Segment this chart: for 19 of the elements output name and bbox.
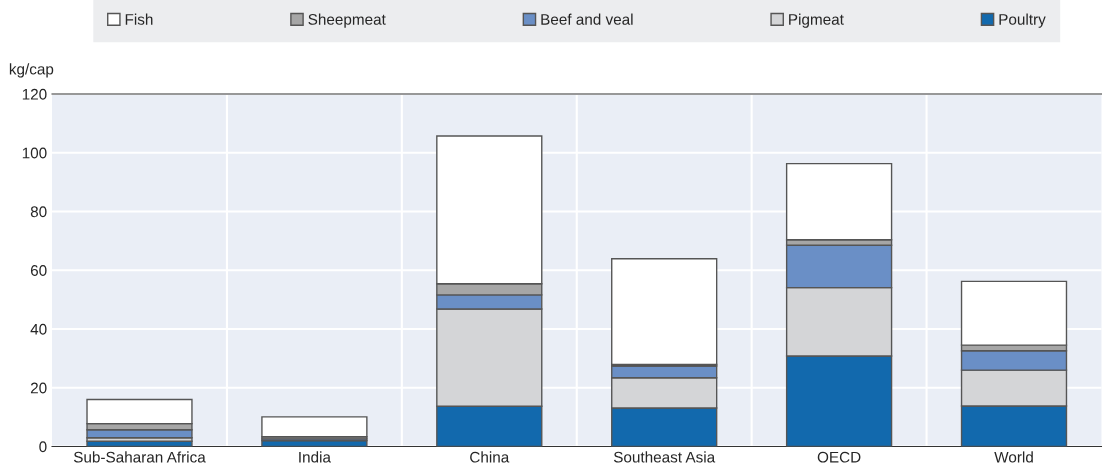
legend-label: Pigmeat bbox=[789, 13, 844, 28]
legend-label: Beef and veal bbox=[541, 13, 633, 25]
legend-label: Fish bbox=[125, 13, 153, 25]
y-axis-title: kg/cap bbox=[9, 63, 54, 78]
x-tick-label: World bbox=[994, 451, 1033, 463]
y-tick-label: 20 bbox=[30, 382, 47, 394]
x-tick-label: China bbox=[470, 451, 510, 463]
y-tick-label: 60 bbox=[30, 265, 47, 276]
x-tick-label: OECD bbox=[817, 451, 861, 463]
x-tick-label: Southeast Asia bbox=[613, 451, 716, 463]
y-tick-label: 80 bbox=[30, 206, 47, 218]
legend-label: Poultry bbox=[999, 13, 1046, 28]
y-tick-label: 0 bbox=[39, 441, 47, 453]
y-tick-label: 100 bbox=[22, 147, 47, 159]
legend-label: Sheepmeat bbox=[308, 13, 386, 28]
x-tick-label: Sub-Saharan Africa bbox=[73, 451, 206, 463]
y-tick-label: 120 bbox=[22, 88, 47, 100]
y-tick-label: 40 bbox=[30, 323, 47, 335]
x-tick-label: India bbox=[299, 451, 331, 463]
